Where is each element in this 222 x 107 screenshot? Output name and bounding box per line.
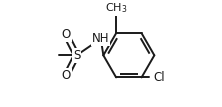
Text: NH: NH bbox=[92, 32, 109, 45]
Text: O: O bbox=[61, 69, 71, 82]
Text: CH$_3$: CH$_3$ bbox=[105, 1, 127, 15]
Text: S: S bbox=[73, 49, 80, 62]
Text: O: O bbox=[61, 28, 71, 41]
Text: Cl: Cl bbox=[154, 71, 165, 84]
